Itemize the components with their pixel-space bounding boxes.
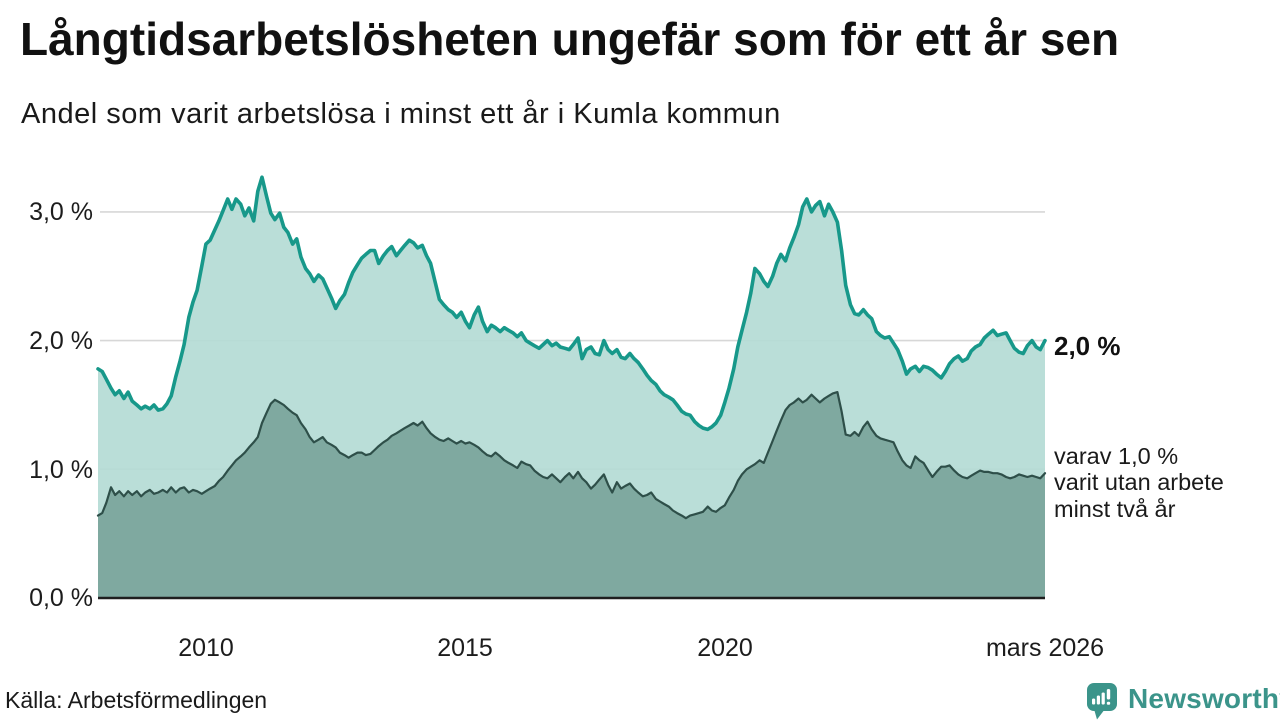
x-tick-2015: 2015 [437, 634, 493, 662]
area-unemployed-two-years [98, 392, 1045, 598]
newsworthy-wordmark: Newsworthy [1128, 683, 1280, 714]
y-tick-0: 0,0 % [29, 584, 93, 612]
y-tick-2: 2,0 % [29, 327, 93, 355]
latest-value-label: 2,0 % [1054, 331, 1121, 361]
newsworthy-bubble-chart-icon [1087, 683, 1117, 720]
line-unemployed-one-year [96, 175, 1047, 432]
secondary-annotation-line2: varit utan arbete [1054, 469, 1224, 496]
x-tick-2010: 2010 [178, 634, 234, 662]
secondary-annotation-line3: minst två år [1054, 495, 1176, 522]
secondary-annotation-line1: varav 1,0 % [1054, 443, 1179, 469]
page-title: Långtidsarbetslösheten ungefär som för e… [20, 13, 1120, 65]
chart-subtitle: Andel som varit arbetslösa i minst ett å… [21, 98, 781, 130]
x-tick-mars-2026: mars 2026 [985, 634, 1105, 662]
x-tick-2020: 2020 [697, 634, 753, 662]
y-tick-1: 1,0 % [29, 456, 93, 484]
y-tick-3: 3,0 % [29, 198, 93, 226]
newsworthy-logo: Newsworthy [1085, 682, 1280, 720]
secondary-series-annotation: varav 1,0 % varit utan arbete minst två … [1054, 443, 1224, 522]
line-unemployed-two-years [96, 391, 1047, 520]
source-credit: Källa: Arbetsförmedlingen [5, 687, 268, 713]
